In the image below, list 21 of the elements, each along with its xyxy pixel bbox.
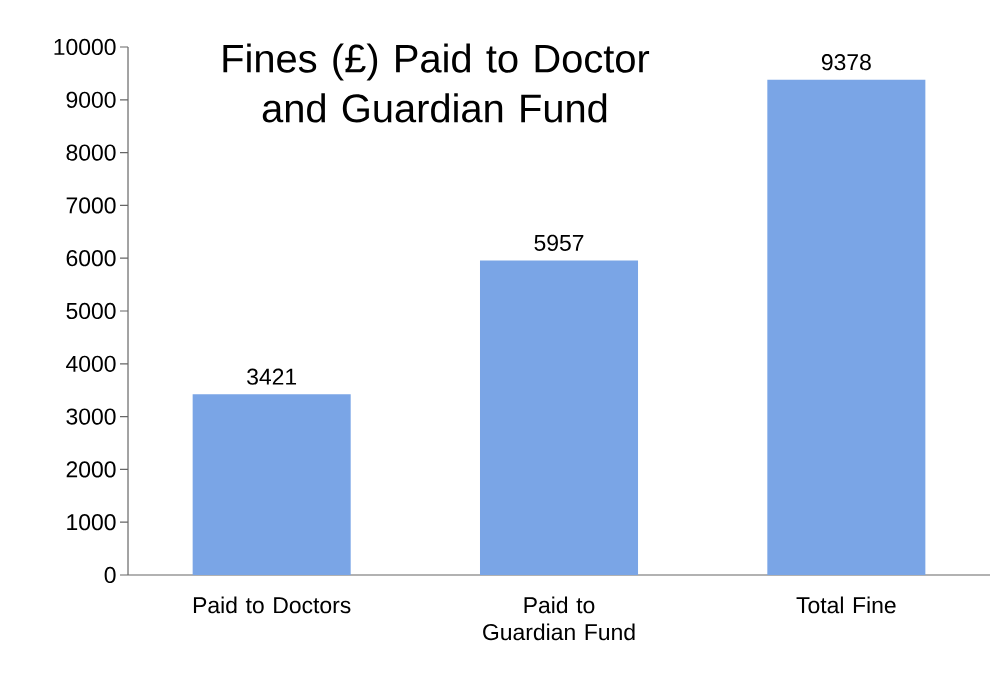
chart-title: Fines (£) Paid to Doctor and Guardian Fund xyxy=(223,43,650,123)
bar xyxy=(767,79,926,575)
y-tick-label: 2000 xyxy=(66,461,116,478)
bar xyxy=(192,394,351,575)
bar xyxy=(479,260,639,575)
y-tick-label: 5000 xyxy=(66,302,116,320)
y-tick-label: 8000 xyxy=(66,144,116,161)
y-tick-label: 1000 xyxy=(67,514,116,531)
y-tick-label: 6000 xyxy=(66,250,116,267)
y-tick-label: 4000 xyxy=(66,355,116,372)
x-tick-label: Paid to Guardian Fund xyxy=(483,596,635,641)
data-label: 3421 xyxy=(247,368,297,385)
y-tick-label: 9000 xyxy=(66,91,116,108)
y-tick-label: 0 xyxy=(104,566,116,584)
x-tick-label: Paid to Doctors xyxy=(193,596,351,614)
y-tick-label: 3000 xyxy=(66,408,116,425)
y-tick-label: 10000 xyxy=(54,38,116,56)
y-tick-label: 7000 xyxy=(66,197,116,214)
data-label: 5957 xyxy=(534,234,584,251)
x-tick-label: Total Fine xyxy=(796,596,896,614)
data-label: 9378 xyxy=(821,54,871,71)
